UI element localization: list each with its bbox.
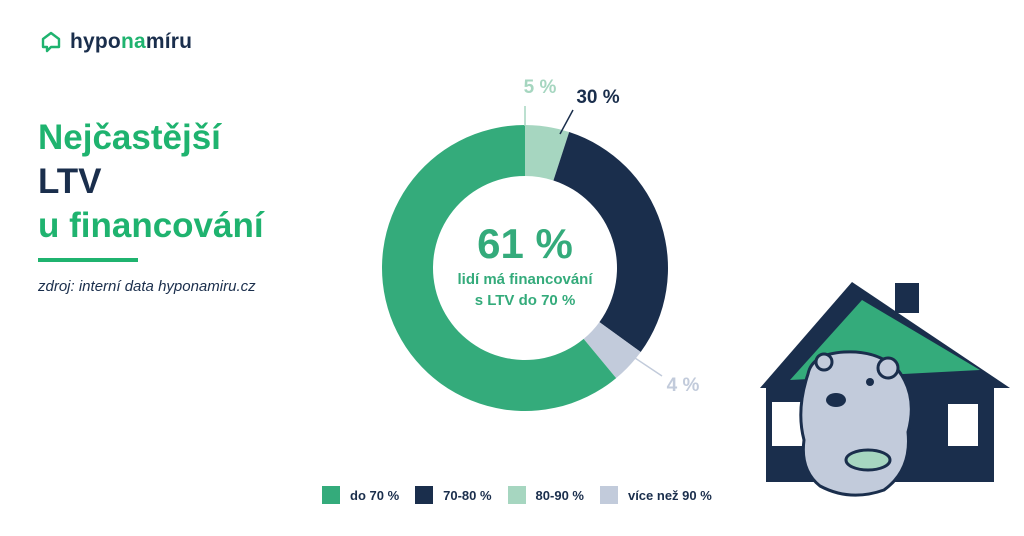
chart-legend: do 70 % 70-80 % 80-90 % více než 90 % — [322, 486, 712, 504]
logo: hyponamíru — [40, 30, 192, 54]
hippo-house-illustration — [760, 282, 1010, 497]
legend-label: 80-90 % — [535, 487, 584, 503]
source-note: zdroj: interní data hyponamiru.cz — [38, 278, 256, 295]
center-value: 61 % — [477, 220, 573, 267]
donut-slice-3 — [525, 125, 570, 181]
donut-slice-1 — [382, 125, 617, 411]
legend-item: 70-80 % — [415, 486, 492, 504]
title-line-1: Nejčastější — [38, 118, 221, 157]
legend-item: 80-90 % — [507, 486, 584, 504]
legend-label: více než 90 % — [627, 487, 712, 503]
title-line-2: LTV — [38, 162, 102, 201]
legend-swatch — [599, 486, 618, 504]
donut-slice-4 — [583, 322, 641, 379]
brand-name: hyponamíru — [70, 30, 193, 53]
donut-slice-2 — [553, 131, 668, 353]
slice-label-2: 30 % — [576, 87, 619, 108]
leader-line-2 — [559, 109, 574, 135]
center-text-line-1: lidí má financování — [457, 271, 593, 288]
legend-item: do 70 % — [322, 486, 399, 504]
center-text-line-2: s LTV do 70 % — [475, 292, 576, 309]
leader-line-4 — [631, 355, 663, 377]
slice-label-4: 4 % — [667, 375, 700, 396]
slice-label-3: 5 % — [524, 77, 557, 98]
legend-swatch — [415, 486, 434, 504]
legend-label: do 70 % — [350, 487, 400, 503]
house-chat-icon — [41, 31, 61, 53]
title-underline — [38, 258, 138, 262]
legend-item: více než 90 % — [599, 486, 712, 504]
legend-swatch — [507, 486, 526, 504]
legend-label: 70-80 % — [443, 487, 492, 503]
page-title: Nejčastější LTV u financování — [38, 116, 264, 248]
title-line-3: u financování — [38, 206, 264, 245]
legend-swatch — [322, 486, 340, 504]
